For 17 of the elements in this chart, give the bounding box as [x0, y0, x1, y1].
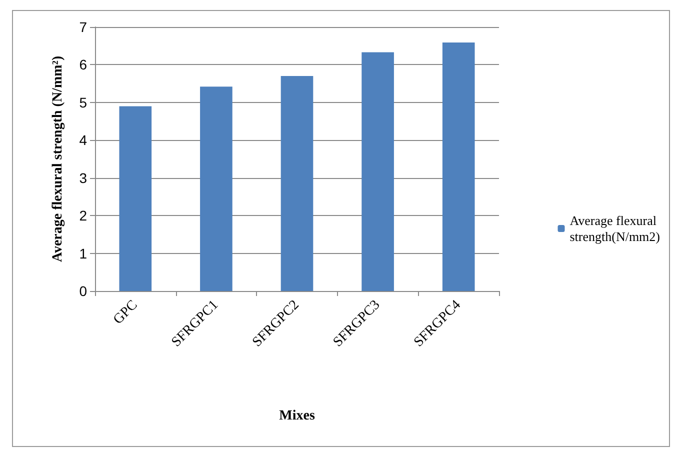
y-tick-label: 6: [79, 56, 88, 73]
bar: [362, 52, 394, 291]
bar: [280, 76, 314, 291]
legend-label: Average flexural strength(N/mm2): [570, 213, 660, 244]
x-axis-title: Mixes: [279, 408, 316, 424]
y-tick-label: 4: [79, 132, 88, 148]
y-tick-label: 3: [79, 170, 88, 186]
y-tick-label: 2: [79, 208, 88, 224]
y-tick-label: 5: [79, 94, 88, 110]
y-tick-label: 1: [79, 245, 88, 262]
bar: [200, 86, 232, 291]
x-tick-label: GPC: [110, 298, 141, 328]
y-tick-label: 0: [79, 283, 88, 299]
bar: [119, 106, 152, 291]
y-tick-label: 7: [79, 19, 88, 35]
bar: [442, 42, 475, 291]
y-axis-title: Average flexural strength (N/mm²): [50, 56, 66, 262]
